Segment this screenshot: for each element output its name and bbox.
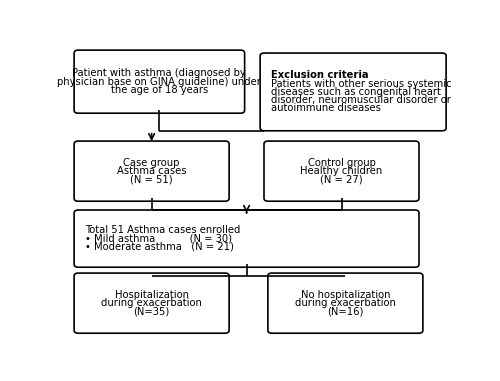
Text: Patient with asthma (diagnosed by: Patient with asthma (diagnosed by — [72, 69, 246, 78]
Text: Case group: Case group — [124, 158, 180, 168]
FancyBboxPatch shape — [74, 141, 229, 201]
Text: No hospitalization: No hospitalization — [300, 290, 390, 300]
Text: diseases such as congenital heart: diseases such as congenital heart — [271, 87, 441, 97]
Text: physician base on GINA guideline) under: physician base on GINA guideline) under — [58, 77, 262, 86]
Text: (N=16): (N=16) — [327, 306, 364, 316]
Text: (N = 27): (N = 27) — [320, 174, 363, 184]
Text: Control group: Control group — [308, 158, 376, 168]
Text: Exclusion criteria: Exclusion criteria — [271, 70, 368, 80]
FancyBboxPatch shape — [74, 50, 244, 113]
Text: (N = 51): (N = 51) — [130, 174, 173, 184]
Text: Healthy children: Healthy children — [300, 166, 382, 176]
Text: disorder, neuromuscular disorder or: disorder, neuromuscular disorder or — [271, 95, 451, 105]
Text: Asthma cases: Asthma cases — [117, 166, 186, 176]
FancyBboxPatch shape — [268, 273, 423, 333]
Text: during exacerbation: during exacerbation — [295, 298, 396, 308]
Text: (N=35): (N=35) — [134, 306, 170, 316]
Text: • Moderate asthma   (N = 21): • Moderate asthma (N = 21) — [85, 242, 234, 252]
Text: autoimmune diseases: autoimmune diseases — [271, 103, 381, 114]
Text: • Mild asthma           (N = 30): • Mild asthma (N = 30) — [85, 234, 232, 243]
Text: Patients with other serious systemic: Patients with other serious systemic — [271, 79, 452, 89]
Text: during exacerbation: during exacerbation — [101, 298, 202, 308]
FancyBboxPatch shape — [264, 141, 419, 201]
FancyBboxPatch shape — [74, 273, 229, 333]
Text: Hospitalization: Hospitalization — [114, 290, 188, 300]
Text: the age of 18 years: the age of 18 years — [111, 85, 208, 95]
FancyBboxPatch shape — [74, 210, 419, 267]
Text: Total 51 Asthma cases enrolled: Total 51 Asthma cases enrolled — [85, 226, 240, 235]
FancyBboxPatch shape — [260, 53, 446, 131]
